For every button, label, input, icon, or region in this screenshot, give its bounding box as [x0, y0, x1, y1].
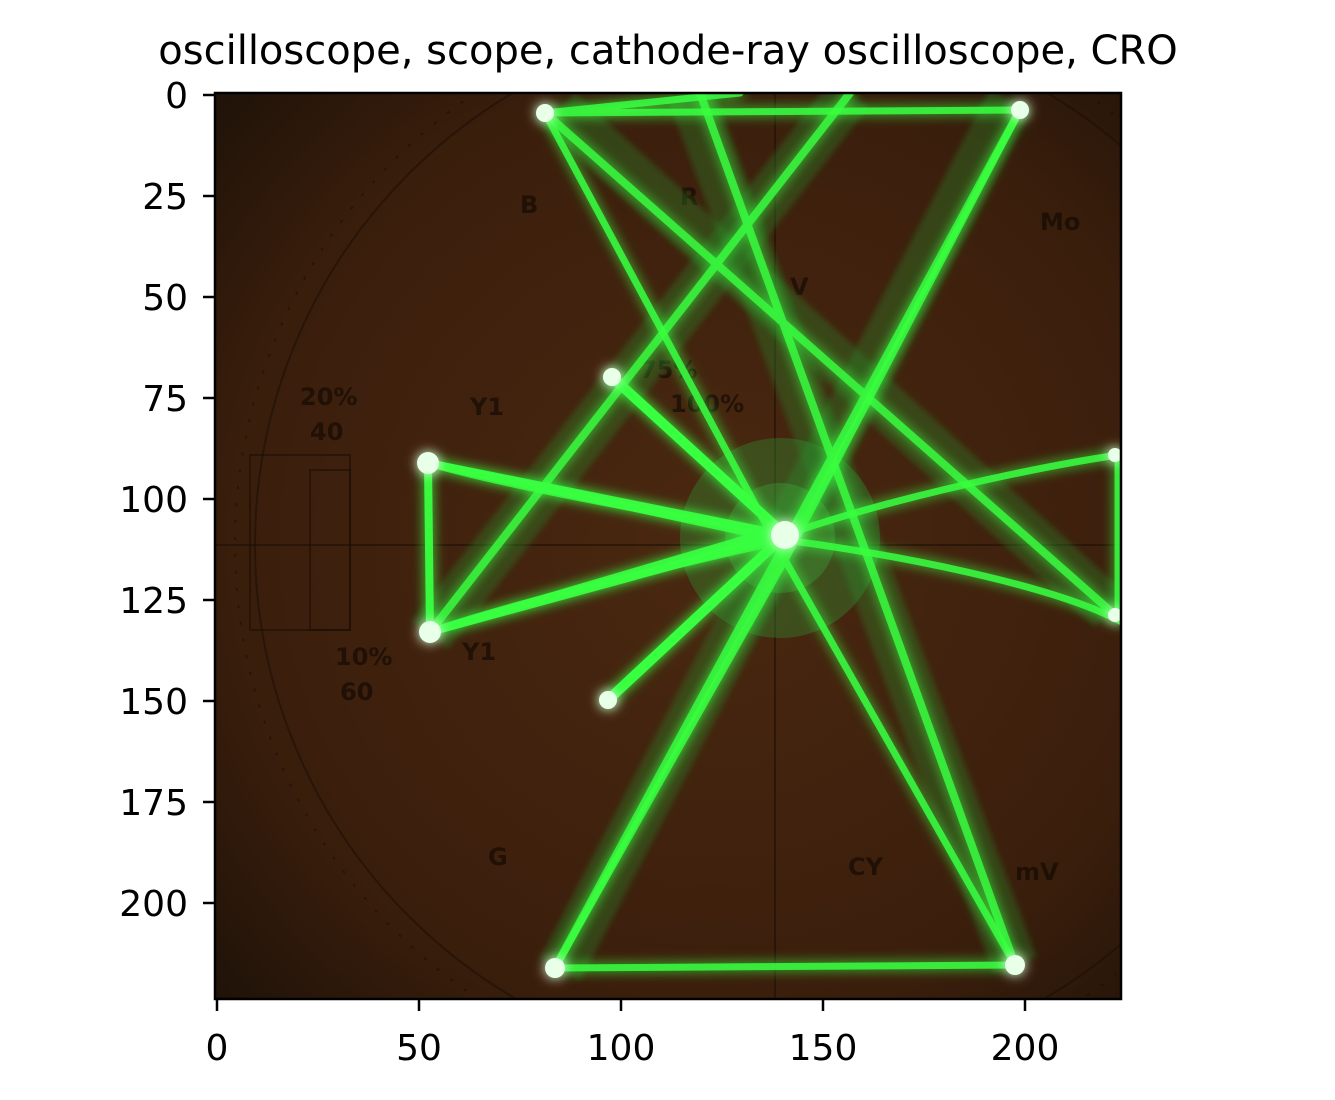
oscilloscope-image: 75% 100% 20% 40 10% 60 R V Mo Y1 Y1 G CY…: [215, 93, 1121, 999]
x-tick-label: 0: [206, 1028, 229, 1069]
graticule-labels: 75% 100% 20% 40 10% 60 R V Mo Y1 Y1 G CY…: [300, 183, 1080, 886]
x-tick-label: 150: [789, 1028, 858, 1069]
y-axis: 0 25 50 75 100 125 150 175 200: [119, 76, 215, 925]
y-tick-label: 75: [142, 379, 188, 420]
x-tick-label: 50: [396, 1028, 442, 1069]
y-tick-label: 25: [142, 177, 188, 218]
graticule-mark: 40: [310, 418, 343, 446]
y-tick-label: 175: [119, 783, 188, 824]
y-tick-label: 200: [119, 884, 188, 925]
graticule-mark: B: [520, 191, 538, 219]
graticule-mark: CY: [848, 853, 884, 881]
y-tick-label: 0: [165, 76, 188, 117]
y-tick-label: 50: [142, 278, 188, 319]
y-tick-label: 100: [119, 480, 188, 521]
trace-endpoints: [417, 101, 1121, 978]
graticule-mark: Mo: [1040, 208, 1080, 236]
x-tick-label: 200: [991, 1028, 1060, 1069]
graticule-mark: Y1: [469, 393, 504, 421]
plot-frame: [213, 91, 1123, 1001]
graticule-mark: G: [488, 843, 508, 871]
graticule-mark: 10%: [335, 643, 392, 671]
y-tick-label: 125: [119, 581, 188, 622]
x-axis: 0 50 100 150 200: [206, 999, 1060, 1069]
y-tick-label: 150: [119, 682, 188, 723]
graticule-mark: 20%: [300, 383, 357, 411]
graticule-mark: mV: [1015, 858, 1059, 886]
figure-title: oscilloscope, scope, cathode-ray oscillo…: [158, 28, 1177, 74]
graticule-mark: 60: [340, 678, 373, 706]
x-tick-label: 100: [587, 1028, 656, 1069]
graticule-mark: Y1: [461, 638, 496, 666]
